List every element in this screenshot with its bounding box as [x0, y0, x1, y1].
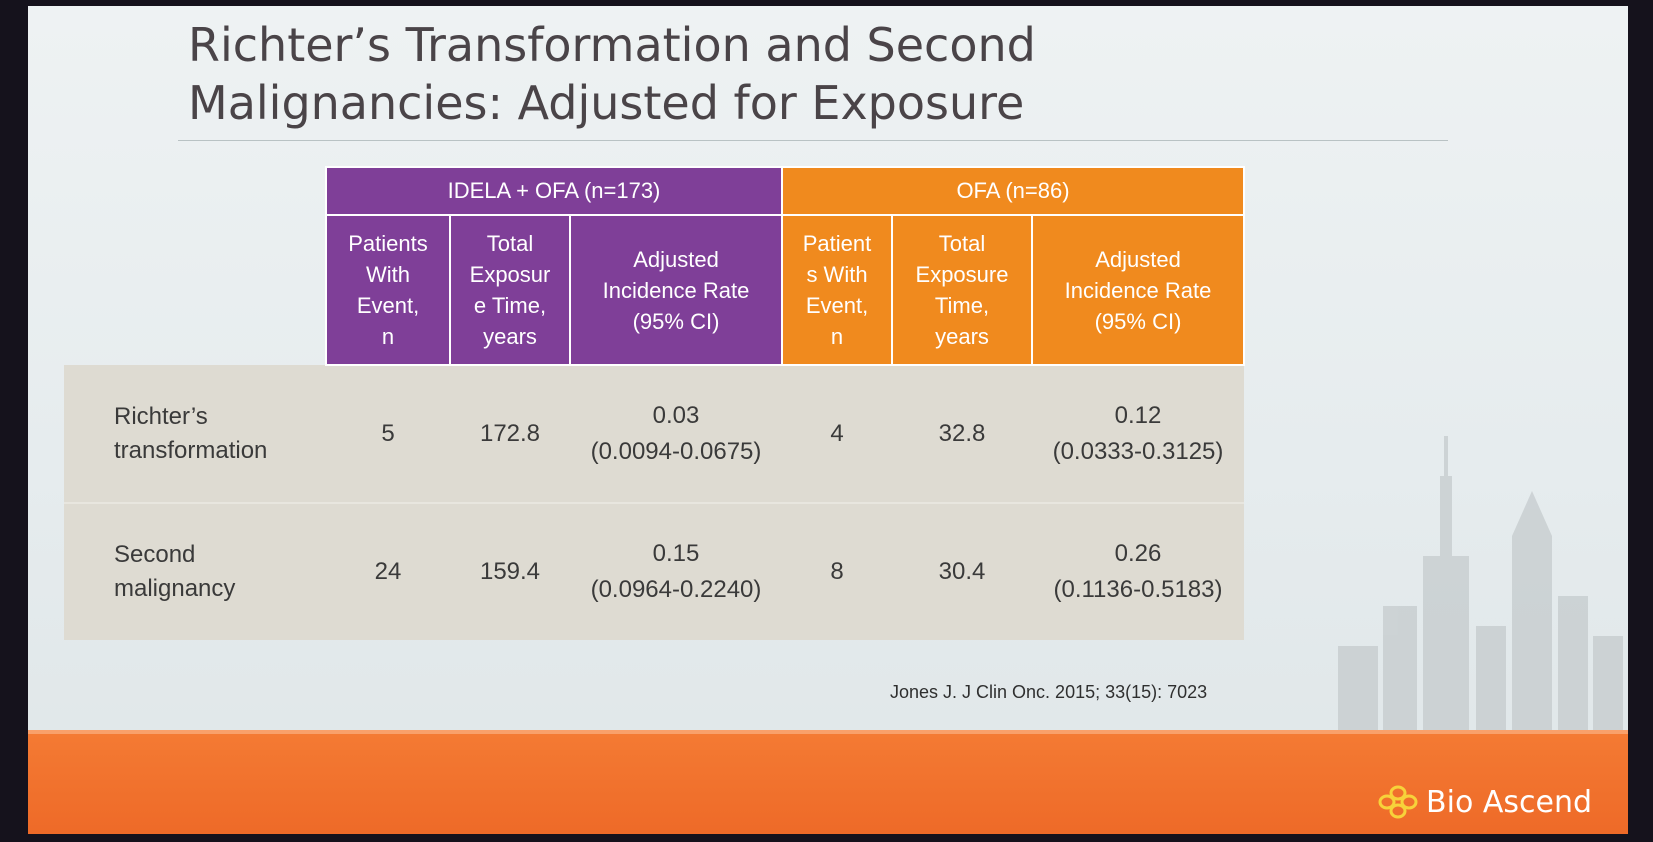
brand-logo: Bio Ascend — [1376, 784, 1592, 820]
cell-idela-rate: 0.15 (0.0964-0.2240) — [570, 502, 782, 640]
column-header-ofa-patients: Patient s With Event, n — [781, 214, 893, 366]
column-header-row: Patients With Event, n Total Exposur e T… — [64, 214, 1245, 366]
header-line: Adjusted — [1095, 246, 1181, 272]
header-line: Adjusted — [633, 246, 719, 272]
flower-icon — [1378, 785, 1418, 819]
corner-cell — [64, 167, 326, 215]
row-label: Richter’s transformation — [64, 365, 326, 503]
cell-idela-patients: 5 — [326, 365, 450, 503]
row-label-line: malignancy — [114, 575, 236, 602]
cell-ofa-rate: 0.26 (0.1136-0.5183) — [1032, 502, 1244, 640]
row-label-line: Richter’s — [114, 402, 208, 430]
slide-title: Richter’s Transformation and Second Mali… — [188, 16, 1188, 132]
cell-ofa-rate: 0.12 (0.0333-0.3125) — [1032, 365, 1244, 503]
row-label: Second malignancy — [64, 502, 326, 640]
city-skyline-graphic — [1338, 436, 1623, 766]
column-header-idela-exposure: Total Exposur e Time, years — [449, 214, 571, 366]
cell-ofa-patients: 8 — [782, 502, 892, 640]
cell-ofa-patients: 4 — [782, 365, 892, 503]
citation-text: Jones J. J Clin Onc. 2015; 33(15): 7023 — [890, 682, 1208, 702]
header-line: Incidence Rate — [1064, 277, 1212, 303]
header-line: n — [830, 324, 844, 349]
header-line: Event, — [356, 293, 420, 318]
header-line: Time, — [934, 293, 990, 318]
rate-value: 0.03 — [652, 402, 700, 429]
header-line: (95% CI) — [1094, 308, 1182, 334]
row-label-line: transformation — [114, 436, 268, 464]
corner-cell — [64, 215, 326, 365]
header-line: years — [483, 324, 537, 349]
cell-idela-exposure: 172.8 — [450, 365, 570, 503]
title-divider — [178, 140, 1448, 141]
header-line: Total — [938, 231, 986, 256]
header-line: Incidence Rate — [602, 277, 750, 303]
column-header-ofa-exposure: Total Exposure Time, years — [891, 214, 1033, 366]
column-header-ofa-rate: Adjusted Incidence Rate (95% CI) — [1031, 214, 1245, 366]
group-header-row: IDELA + OFA (n=173) OFA (n=86) — [64, 166, 1245, 216]
table-row: Richter’s transformation 5 172.8 0.03 (0… — [64, 365, 1244, 503]
rate-ci: (0.0333-0.3125) — [1052, 438, 1224, 465]
cell-idela-patients: 24 — [326, 502, 450, 640]
rate-value: 0.15 — [652, 540, 700, 567]
rate-ci: (0.1136-0.5183) — [1053, 576, 1223, 603]
rate-ci: (0.0094-0.0675) — [590, 438, 762, 465]
presentation-slide: Richter’s Transformation and Second Mali… — [28, 6, 1628, 834]
column-header-idela-rate: Adjusted Incidence Rate (95% CI) — [569, 214, 783, 366]
group-header-idela-ofa: IDELA + OFA (n=173) — [325, 166, 783, 216]
cell-ofa-exposure: 30.4 — [892, 502, 1032, 640]
header-line: (95% CI) — [632, 308, 720, 334]
column-header-idela-patients: Patients With Event, n — [325, 214, 451, 366]
slide-title-line-1: Richter’s Transformation and Second — [188, 18, 1036, 72]
header-line: Total — [486, 231, 534, 256]
header-line: Event, — [805, 293, 869, 318]
header-line: With — [366, 262, 410, 287]
rate-ci: (0.0964-0.2240) — [590, 576, 762, 603]
brand-name: Bio Ascend — [1426, 784, 1592, 820]
header-line: Patients — [348, 231, 428, 256]
header-line: Exposur — [469, 262, 551, 287]
slide-title-line-2: Malignancies: Adjusted for Exposure — [188, 76, 1025, 130]
header-line: s With — [806, 262, 868, 287]
header-line: n — [381, 324, 395, 349]
rate-value: 0.12 — [1114, 402, 1162, 429]
group-header-ofa: OFA (n=86) — [781, 166, 1245, 216]
table-row: Second malignancy 24 159.4 0.15 (0.0964-… — [64, 502, 1244, 640]
header-line: Exposure — [915, 262, 1009, 287]
row-label-line: Second — [114, 541, 196, 568]
footer-band: Bio Ascend — [28, 730, 1628, 834]
cell-idela-rate: 0.03 (0.0094-0.0675) — [570, 365, 782, 503]
header-line: e Time, — [473, 293, 547, 318]
header-line: years — [935, 324, 989, 349]
cell-idela-exposure: 159.4 — [450, 502, 570, 640]
rate-value: 0.26 — [1114, 540, 1162, 567]
header-line: Patient — [802, 231, 872, 256]
incidence-table: IDELA + OFA (n=173) OFA (n=86) Patients … — [64, 166, 1245, 640]
cell-ofa-exposure: 32.8 — [892, 365, 1032, 503]
